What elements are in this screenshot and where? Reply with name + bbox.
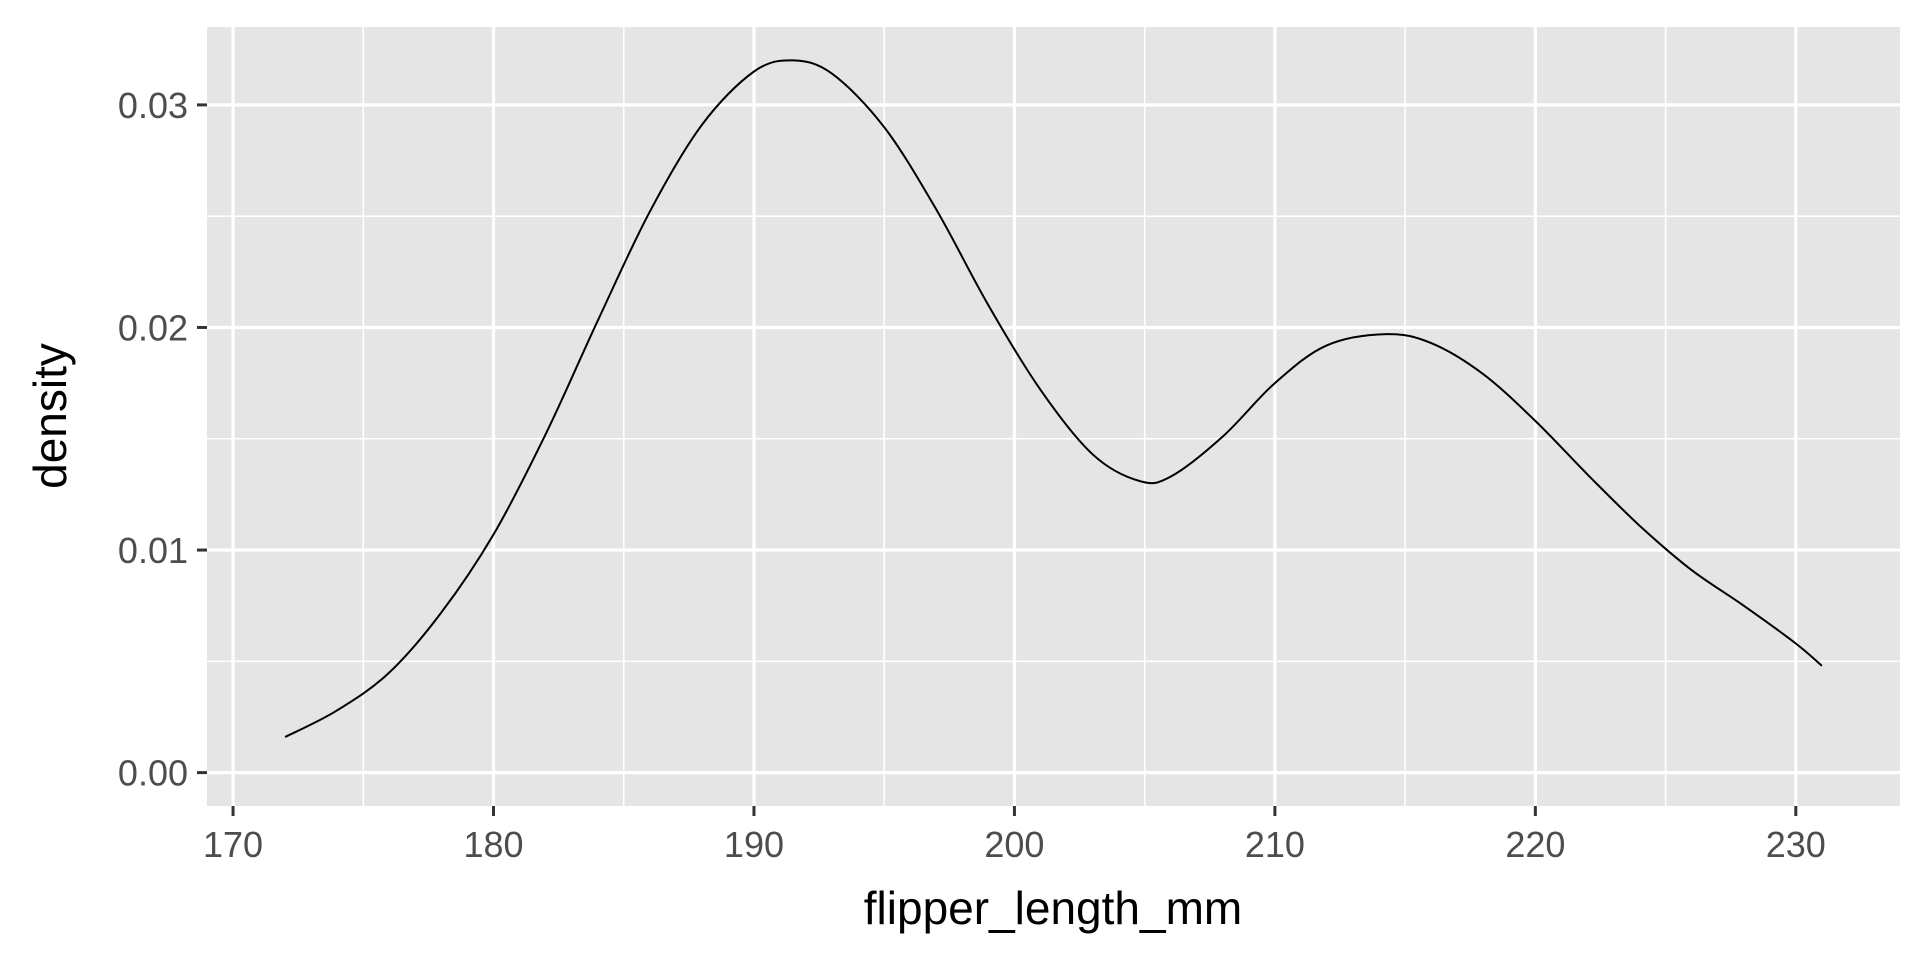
x-tick-label: 210	[1245, 824, 1305, 865]
y-axis: 0.00 0.01 0.02 0.03	[118, 85, 207, 794]
major-gridlines	[207, 27, 1900, 806]
y-tick-label: 0.02	[118, 307, 188, 348]
x-tick-label: 170	[203, 824, 263, 865]
x-axis-title: flipper_length_mm	[864, 882, 1242, 934]
minor-gridlines	[207, 27, 1900, 806]
y-tick-label: 0.00	[118, 753, 188, 794]
plot-panel	[207, 27, 1900, 806]
density-line	[284, 59, 1823, 738]
x-tick-label: 230	[1766, 824, 1826, 865]
x-axis: 170 180 190 200 210 220 230	[203, 806, 1826, 865]
density-series	[284, 59, 1823, 738]
x-tick-label: 200	[984, 824, 1044, 865]
y-axis-title: density	[24, 343, 76, 489]
y-tick-label: 0.01	[118, 530, 188, 571]
y-tick-label: 0.03	[118, 85, 188, 126]
x-tick-label: 220	[1505, 824, 1565, 865]
x-tick-label: 180	[463, 824, 523, 865]
x-tick-label: 190	[724, 824, 784, 865]
